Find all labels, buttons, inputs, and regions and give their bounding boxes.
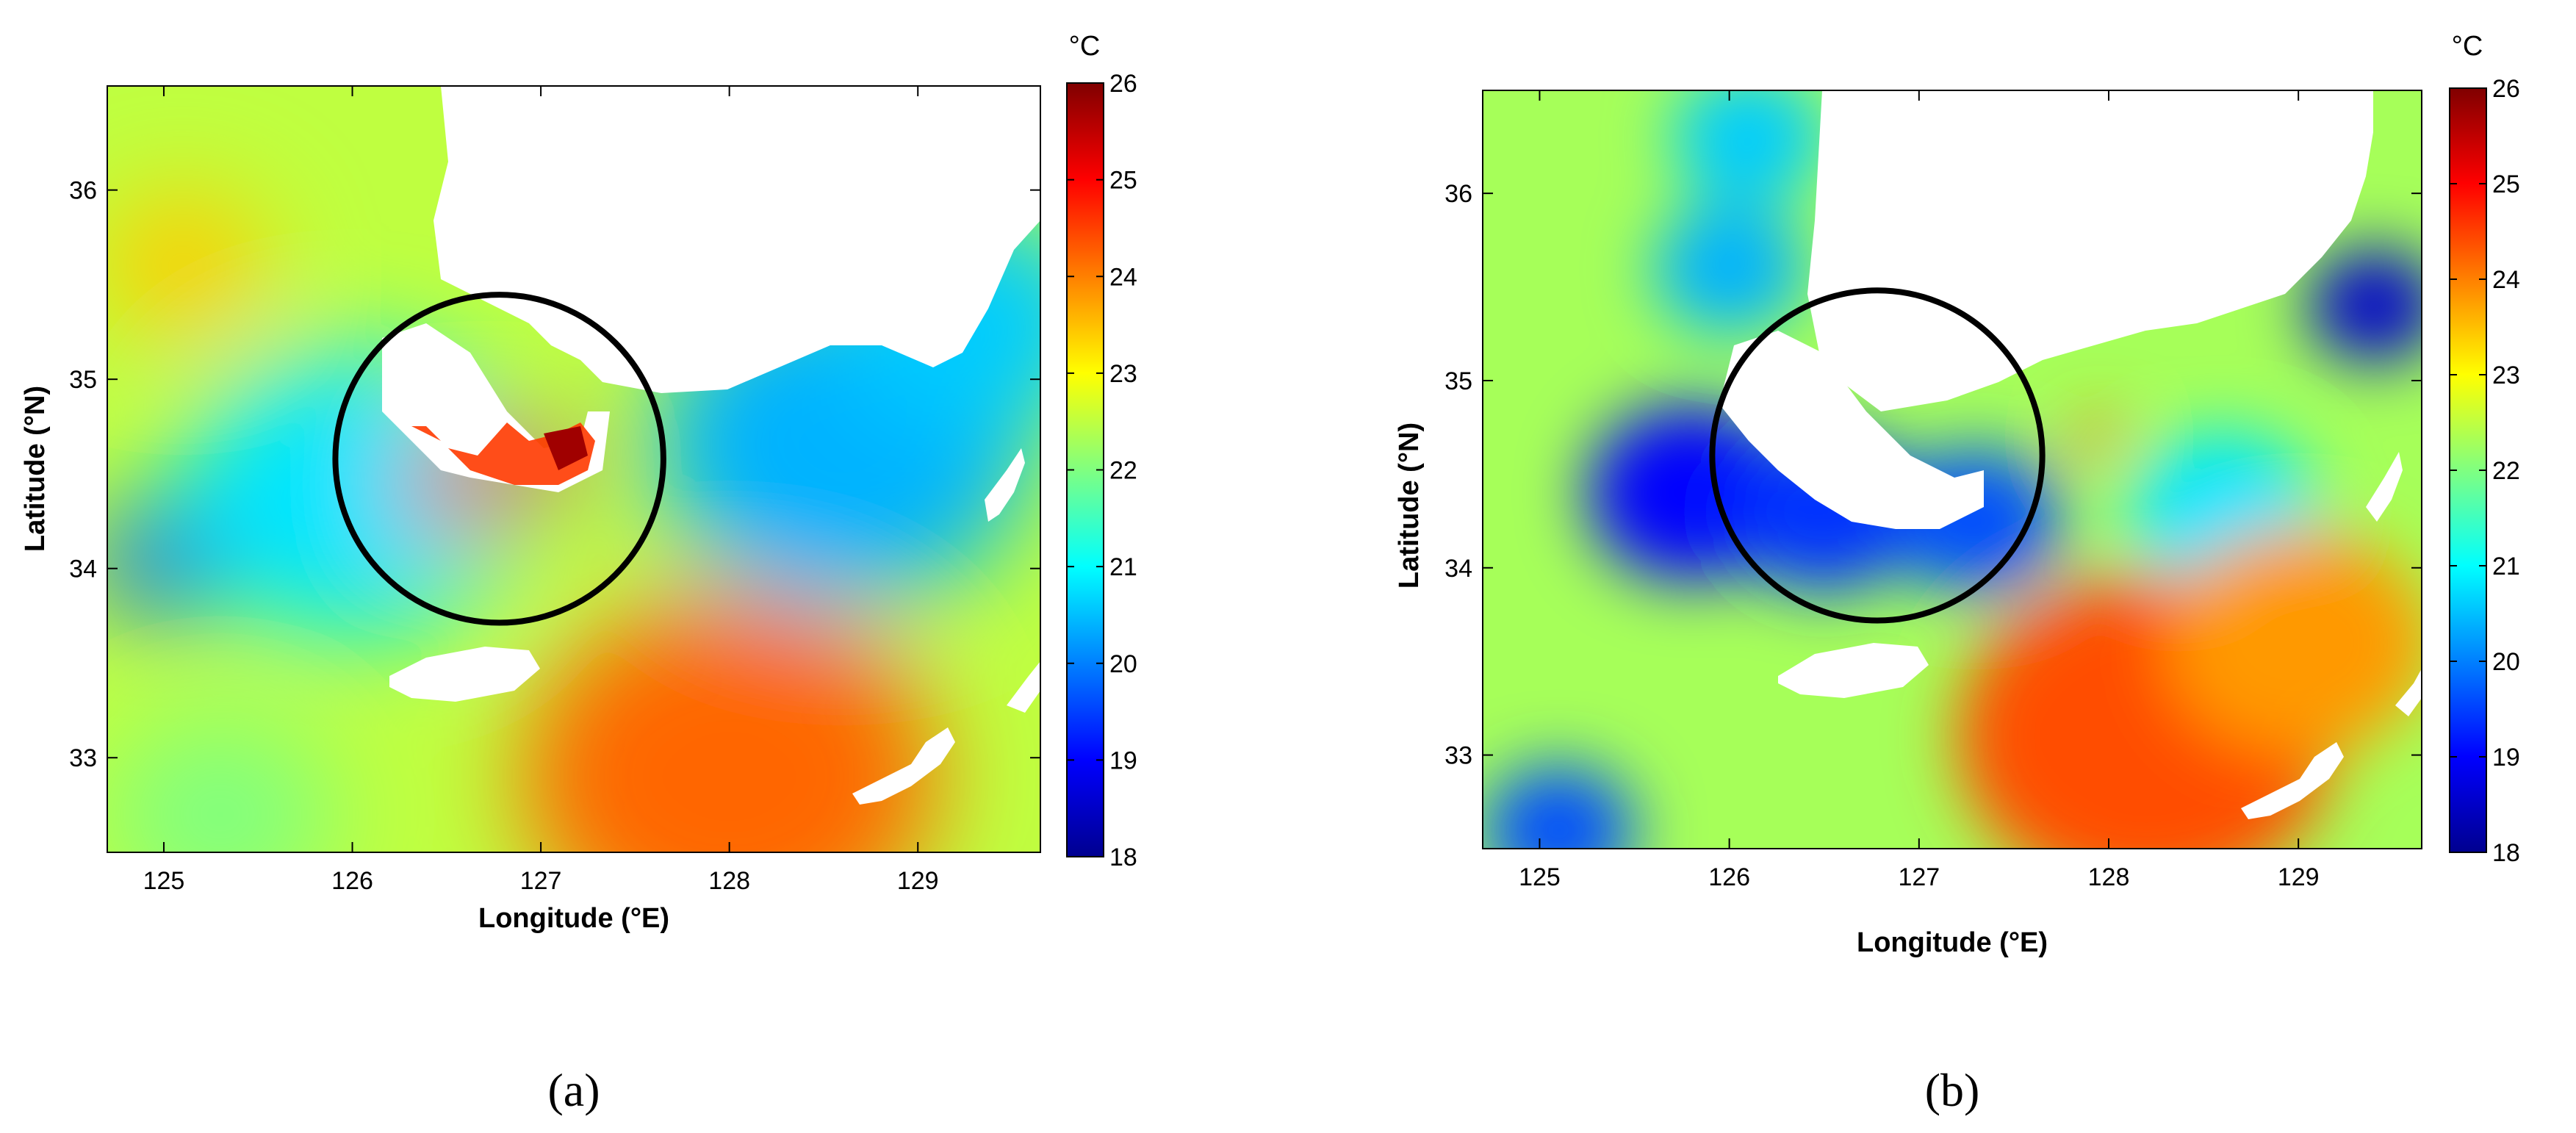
x-tick-label: 129: [2278, 863, 2320, 891]
colorbar-tick-label: 22: [1109, 457, 1137, 485]
colorbar-ticks: 18 19 20 21 22 23 24 25 26: [1067, 70, 1137, 871]
colorbar-tick-label: 23: [1109, 360, 1137, 388]
sst-blob: [107, 718, 334, 852]
colorbar-tick-label: 24: [2492, 266, 2520, 294]
sst-blob: [2308, 249, 2422, 362]
y-tick-label: 33: [69, 744, 97, 772]
plot-frame: [107, 85, 1041, 853]
colorbar-tick-label: 21: [2492, 553, 2520, 580]
x-tick-label: 127: [520, 867, 562, 895]
x-axis: 125 126 127 128 129: [1519, 90, 2320, 891]
plot-frame: [1482, 90, 2422, 849]
x-axis: 125 126 127 128 129: [143, 86, 939, 895]
land-mask: [1719, 90, 2422, 819]
highlight-circle: [1709, 287, 2046, 624]
x-axis-label: Longitude (°E): [1857, 927, 2048, 958]
y-tick-label: 36: [1444, 180, 1472, 208]
colorbar-tick-label: 20: [2492, 648, 2520, 676]
y-tick-label: 33: [1444, 742, 1472, 770]
y-axis-label: Latitude (°N): [1394, 422, 1425, 589]
sst-blob: [1672, 90, 1824, 202]
colorbar-unit: °C: [2452, 31, 2483, 62]
colorbar-tick-label: 18: [2492, 839, 2520, 867]
colorbar-tick-label: 21: [1109, 553, 1137, 581]
colorbar-tick-label: 23: [2492, 362, 2520, 389]
y-tick-label: 35: [1444, 367, 1472, 395]
sst-blob: [2076, 417, 2123, 456]
sst-field: [1483, 90, 2422, 849]
colorbar-tick-label: 22: [2492, 457, 2520, 485]
sst-blob: [2165, 530, 2422, 756]
colorbar-tick-label: 26: [1109, 70, 1137, 98]
sst-blob: [107, 193, 268, 338]
y-tick-label: 36: [69, 177, 97, 205]
x-tick-label: 125: [143, 867, 185, 895]
y-tick-label: 35: [69, 366, 97, 394]
colorbar-tick-label: 19: [1109, 747, 1137, 774]
x-axis-label: Longitude (°E): [478, 903, 669, 934]
colorbar-unit: °C: [1069, 31, 1101, 62]
colorbar-tick-label: 25: [2492, 170, 2520, 198]
x-tick-label: 128: [708, 867, 750, 895]
x-tick-label: 126: [331, 867, 373, 895]
colorbar-tick-label: 20: [1109, 650, 1137, 678]
highlight-circle: [332, 292, 666, 626]
x-tick-label: 127: [1898, 863, 1940, 891]
x-tick-label: 126: [1708, 863, 1750, 891]
y-axis: 33 34 35 36: [1444, 180, 2422, 770]
y-axis: 33 34 35 36: [69, 177, 1040, 772]
coastal-warm-patches: [411, 422, 595, 485]
sst-blob: [1483, 765, 1635, 849]
sst-blob: [1653, 204, 1805, 333]
x-tick-label: 129: [897, 867, 939, 895]
panel-label: (b): [1925, 1064, 1980, 1116]
x-tick-label: 125: [1519, 863, 1561, 891]
y-tick-label: 34: [1444, 555, 1472, 583]
colorbar-tick-label: 26: [2492, 75, 2520, 103]
colorbar-tick-label: 19: [2492, 744, 2520, 771]
colorbar-tick-label: 25: [1109, 167, 1137, 195]
x-tick-label: 128: [2088, 863, 2130, 891]
sst-blob: [522, 600, 937, 852]
panel-label: (a): [547, 1064, 600, 1116]
colorbar-tick-label: 24: [1109, 263, 1137, 291]
y-tick-label: 34: [69, 555, 97, 583]
colorbar-ticks: 18 19 20 21 22 23 24 25 26: [2450, 75, 2520, 867]
colorbar-tick-label: 18: [1109, 844, 1137, 871]
y-axis-label: Latitude (°N): [20, 386, 51, 552]
